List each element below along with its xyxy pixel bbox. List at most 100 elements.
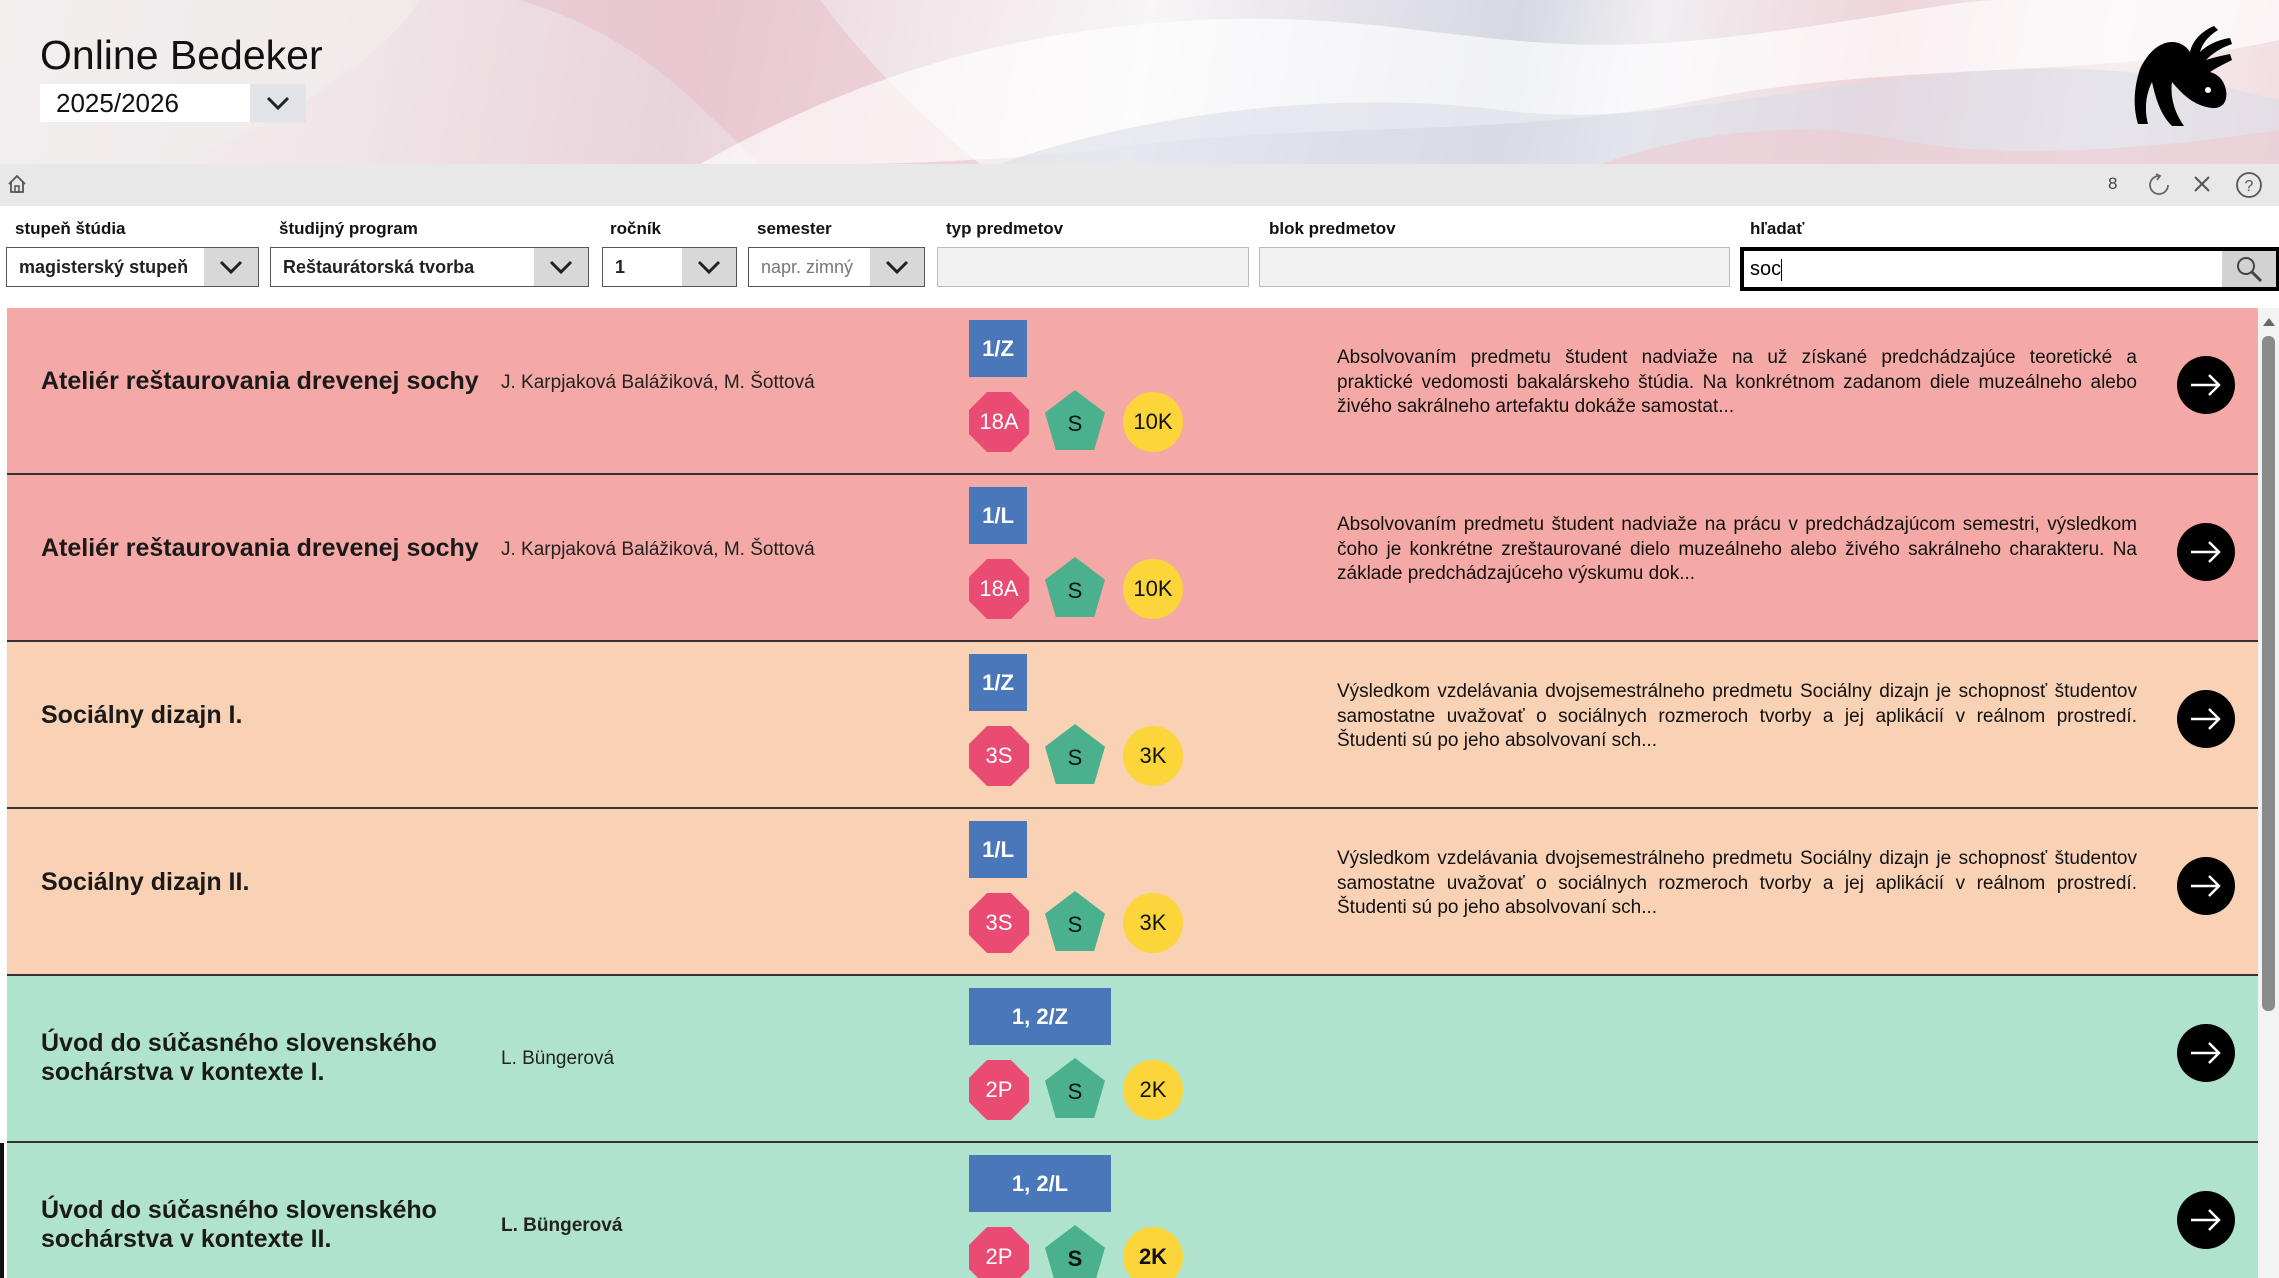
open-course-button[interactable] — [2177, 857, 2235, 915]
arrow-right-icon — [2191, 1042, 2221, 1064]
arrow-right-icon — [2191, 374, 2221, 396]
course-title[interactable]: Ateliér reštaurovania drevenej sochy — [41, 534, 479, 562]
course-teacher: J. Karpjaková Balážiková, M. Šottová — [501, 539, 815, 560]
course-teacher: J. Karpjaková Balážiková, M. Šottová — [501, 372, 815, 393]
result-count: 8 — [2108, 174, 2118, 193]
year-select[interactable]: 1 — [602, 247, 737, 287]
block-label: blok predmetov — [1269, 219, 1396, 238]
course-description: Výsledkom vzdelávania dvojsemestrálneho … — [1337, 848, 2137, 918]
program-value: Reštaurátorská tvorba — [283, 257, 475, 277]
credits-badge: 2K — [1123, 1227, 1183, 1278]
course-teacher: L. Büngerová — [501, 1215, 623, 1236]
course-row[interactable]: Ateliér reštaurovania drevenej sochy J. … — [7, 475, 2258, 642]
credits-badge: 3K — [1123, 893, 1183, 953]
credits-badge: 10K — [1123, 559, 1183, 619]
semester-label: semester — [757, 219, 832, 238]
wave-background — [0, 0, 2279, 164]
type-badge: S — [1045, 557, 1105, 617]
credits-badge: 2K — [1123, 1060, 1183, 1120]
course-row[interactable]: Ateliér reštaurovania drevenej sochy J. … — [7, 308, 2258, 475]
vertical-scrollbar[interactable] — [2258, 308, 2279, 1278]
type-badge: S — [1045, 1058, 1105, 1118]
type-badge: S — [1045, 390, 1105, 450]
semester-select[interactable]: napr. zimný — [748, 247, 925, 287]
year-label: ročník — [610, 219, 662, 238]
open-course-button[interactable] — [2177, 690, 2235, 748]
course-title[interactable]: Sociálny dizajn I. — [41, 701, 243, 729]
course-row[interactable]: Sociálny dizajn II. 1/L 3S S 3K Výsledko… — [7, 809, 2258, 976]
course-title[interactable]: Ateliér reštaurovania drevenej sochy — [41, 367, 479, 395]
course-list: Ateliér reštaurovania drevenej sochy J. … — [0, 308, 2258, 1278]
home-icon[interactable] — [6, 173, 28, 195]
level-label: stupeň štúdia — [15, 219, 126, 238]
course-row[interactable]: Úvod do súčasného slovenského sochárstva… — [7, 976, 2258, 1143]
chevron-down-icon[interactable] — [682, 248, 736, 286]
search-button[interactable] — [2222, 251, 2276, 287]
search-icon — [2237, 257, 2263, 283]
hours-badge: 3S — [969, 726, 1029, 786]
help-icon[interactable]: ? — [2235, 171, 2263, 199]
semester-badge: 1/L — [969, 487, 1027, 544]
course-row[interactable]: Úvod do súčasného slovenského sochárstva… — [0, 1143, 2258, 1278]
search-input[interactable]: soc — [1744, 251, 2222, 287]
open-course-button[interactable] — [2177, 523, 2235, 581]
school-logo — [2134, 26, 2232, 126]
hours-badge: 2P — [969, 1227, 1029, 1278]
course-teacher: L. Büngerová — [501, 1048, 615, 1069]
academic-year-select[interactable]: 2025/2026 — [40, 84, 306, 122]
hours-badge: 3S — [969, 893, 1029, 953]
semester-badge: 1/Z — [969, 320, 1027, 377]
search-input-value: soc — [1750, 258, 1782, 280]
hours-badge: 18A — [969, 559, 1029, 619]
level-value: magisterský stupeň — [19, 257, 189, 277]
course-title[interactable]: Sociálny dizajn II. — [41, 868, 250, 896]
svg-text:?: ? — [2245, 178, 2254, 195]
refresh-icon[interactable] — [2147, 173, 2171, 197]
scrollbar-thumb[interactable] — [2262, 336, 2275, 1011]
open-course-button[interactable] — [2177, 1024, 2235, 1082]
chevron-down-icon[interactable] — [534, 248, 588, 286]
type-badge: S — [1045, 1225, 1105, 1278]
course-description: Výsledkom vzdelávania dvojsemestrálneho … — [1337, 681, 2137, 751]
arrow-right-icon — [2191, 541, 2221, 563]
scroll-up-arrow-icon[interactable] — [2263, 318, 2275, 326]
toolbar: 8 ? — [0, 164, 2279, 206]
text-caret — [1781, 258, 1783, 281]
open-course-button[interactable] — [2177, 1191, 2235, 1249]
hours-badge: 2P — [969, 1060, 1029, 1120]
open-course-button[interactable] — [2177, 356, 2235, 414]
course-description: Absolvovaním predmetu študent nadviaže n… — [1337, 347, 2137, 417]
arrow-right-icon — [2191, 708, 2221, 730]
block-input[interactable] — [1259, 247, 1730, 287]
arrow-right-icon — [2191, 875, 2221, 897]
arrow-right-icon — [2191, 1209, 2221, 1231]
chevron-down-icon[interactable] — [250, 84, 306, 122]
credits-badge: 10K — [1123, 392, 1183, 452]
course-row[interactable]: Sociálny dizajn I. 1/Z 3S S 3K Výsledkom… — [7, 642, 2258, 809]
course-description: Absolvovaním predmetu študent nadviaže n… — [1337, 514, 2137, 584]
year-value: 1 — [615, 257, 626, 277]
type-label: typ predmetov — [946, 219, 1064, 238]
hours-badge: 18A — [969, 392, 1029, 452]
chevron-down-icon[interactable] — [204, 248, 258, 286]
level-select[interactable]: magisterský stupeň — [6, 247, 259, 287]
type-badge: S — [1045, 724, 1105, 784]
semester-badge: 1/Z — [969, 654, 1027, 711]
type-input[interactable] — [937, 247, 1249, 287]
header-banner: Online Bedeker 2025/2026 — [0, 0, 2279, 164]
search-label: hľadať — [1750, 219, 1805, 238]
semester-badge: 1/L — [969, 821, 1027, 878]
semester-placeholder: napr. zimný — [761, 257, 854, 277]
chevron-down-icon[interactable] — [870, 248, 924, 286]
close-icon[interactable] — [2192, 174, 2212, 194]
type-badge: S — [1045, 891, 1105, 951]
app-title: Online Bedeker — [40, 32, 323, 78]
search-input-wrapper: soc — [1740, 247, 2279, 291]
course-title[interactable]: Úvod do súčasného slovenského sochárstva… — [41, 1196, 437, 1253]
course-title[interactable]: Úvod do súčasného slovenského sochárstva… — [41, 1029, 437, 1086]
program-select[interactable]: Reštaurátorská tvorba — [270, 247, 589, 287]
semester-badge: 1, 2/L — [969, 1155, 1111, 1212]
semester-badge: 1, 2/Z — [969, 988, 1111, 1045]
academic-year-value: 2025/2026 — [56, 88, 179, 118]
credits-badge: 3K — [1123, 726, 1183, 786]
